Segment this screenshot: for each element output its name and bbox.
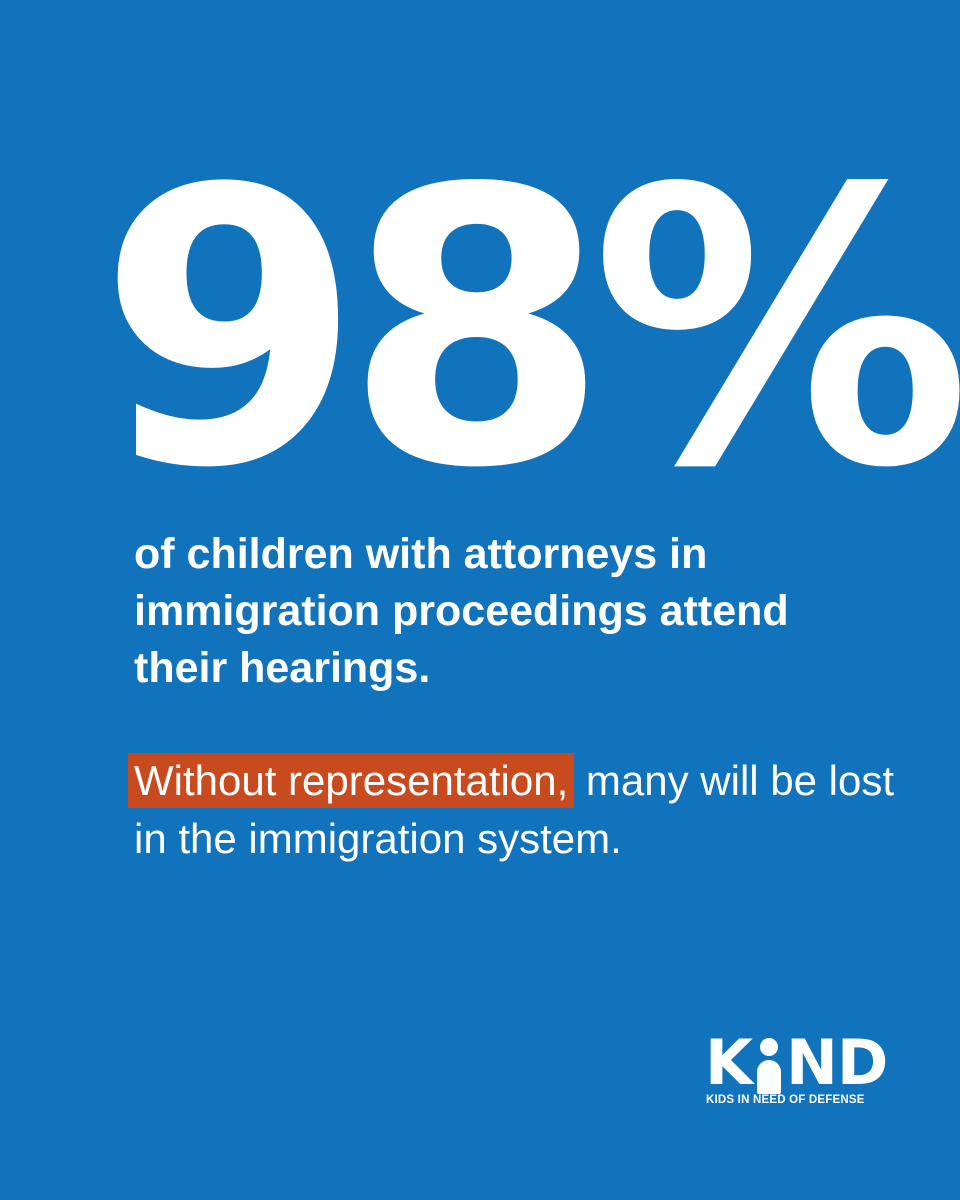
child-figure-icon [753, 1032, 785, 1094]
subline-rest: many will be lost in the immigration sys… [134, 757, 895, 862]
subline-text: Without representation, many will be los… [128, 752, 895, 868]
child-head-shape [760, 1038, 779, 1056]
logo-wordmark: K ND [705, 1026, 888, 1099]
statistic-value: 98% [98, 108, 960, 551]
child-body-shape [757, 1060, 782, 1094]
kind-logo: K ND KIDS IN NEED OF DEFENSE [705, 1030, 888, 1110]
logo-letter-k: K [705, 1026, 753, 1099]
logo-letters-nd: ND [786, 1026, 888, 1099]
logo-tagline: KIDS IN NEED OF DEFENSE [706, 1094, 865, 1106]
headline-text: of children with attorneys in immigratio… [134, 530, 789, 692]
highlighted-phrase: Without representation, [128, 753, 575, 808]
